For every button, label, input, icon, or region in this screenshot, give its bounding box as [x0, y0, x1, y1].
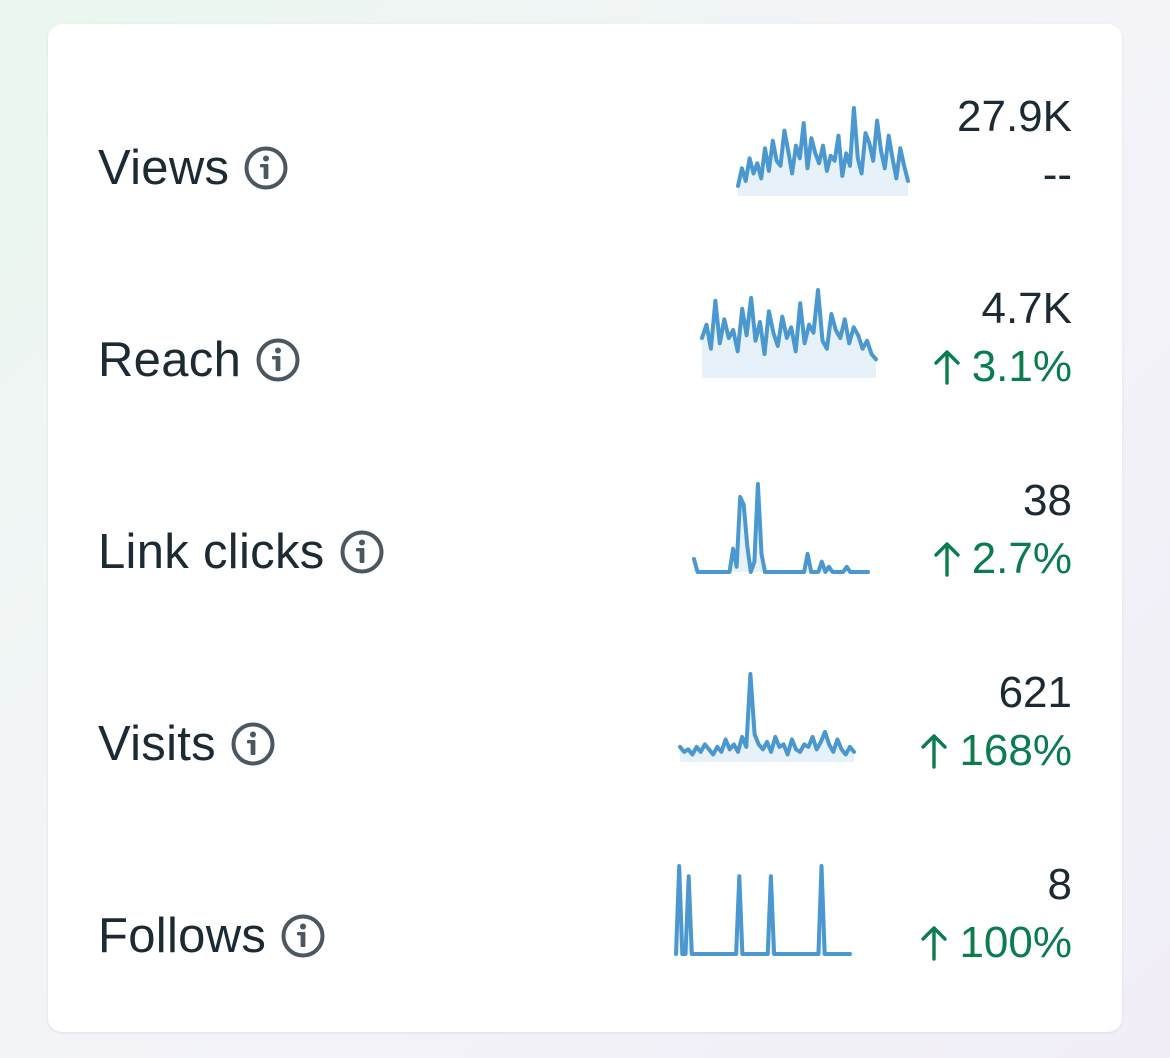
arrow-up-icon	[919, 924, 949, 962]
info-icon[interactable]	[280, 913, 326, 959]
sparkline-line	[674, 864, 852, 956]
metric-change: --	[1043, 150, 1072, 200]
metric-row-follows: Follows 8 100%	[48, 840, 1122, 1032]
metric-change: 3.1%	[932, 342, 1072, 392]
metric-label: Link clicks	[98, 525, 325, 579]
change-text: 168%	[959, 726, 1072, 775]
visits-sparkline	[678, 672, 856, 762]
sparkline-line	[692, 482, 870, 574]
metric-row-reach: Reach 4.7K 3.1%	[48, 264, 1122, 456]
metric-value: 8	[1047, 860, 1072, 909]
arrow-up-icon	[919, 732, 949, 770]
sparkline-line	[678, 672, 856, 757]
metric-value: 38	[1023, 476, 1072, 525]
metric-value: 4.7K	[981, 284, 1072, 333]
link-clicks-sparkline	[692, 482, 870, 574]
metric-row-link-clicks: Link clicks 38 2.7%	[48, 456, 1122, 648]
metric-value: 621	[998, 668, 1072, 717]
metric-change: 100%	[919, 918, 1072, 968]
metric-label: Reach	[98, 333, 242, 387]
metrics-card: Views 27.9K -- Reach 4.7K 3.1% Link clic…	[48, 24, 1122, 1032]
change-text: 3.1%	[971, 342, 1072, 391]
metric-row-visits: Visits 621 168%	[48, 648, 1122, 840]
change-text: 100%	[959, 918, 1072, 967]
info-icon[interactable]	[255, 337, 301, 383]
change-text: 2.7%	[971, 534, 1072, 583]
views-sparkline	[736, 106, 910, 196]
sparkline-line	[700, 288, 878, 362]
sparkline-line	[736, 106, 910, 188]
metric-change: 168%	[919, 726, 1072, 776]
change-text: --	[1042, 150, 1072, 199]
metric-value: 27.9K	[957, 92, 1072, 141]
metric-label: Follows	[98, 909, 267, 963]
metric-row-views: Views 27.9K --	[48, 72, 1122, 264]
metric-label: Views	[98, 141, 230, 195]
metric-label: Visits	[98, 717, 216, 771]
sparkline-area	[694, 484, 868, 572]
arrow-up-icon	[932, 540, 962, 578]
info-icon[interactable]	[243, 145, 289, 191]
reach-sparkline	[700, 288, 878, 378]
info-icon[interactable]	[339, 529, 385, 575]
metric-change: 2.7%	[932, 534, 1072, 584]
info-icon[interactable]	[230, 721, 276, 767]
follows-sparkline	[674, 864, 852, 956]
arrow-up-icon	[932, 348, 962, 386]
